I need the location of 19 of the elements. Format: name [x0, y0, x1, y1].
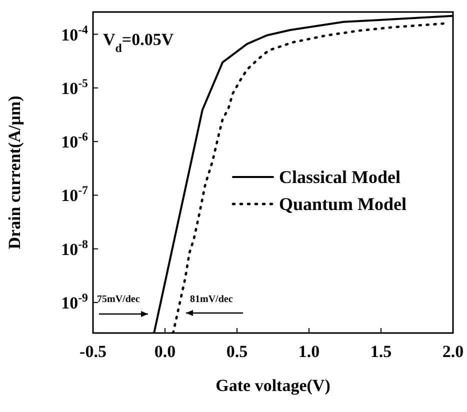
x-tick-label: 2.0	[442, 342, 464, 361]
x-tick-label: 1.5	[370, 342, 392, 361]
y-axis-title: Drain current(A/µm)	[5, 96, 24, 250]
y-tick-label: 10$^{-5}$	[61, 76, 88, 98]
annotation: 81mV/dec	[190, 294, 234, 305]
x-axis-title: Gate voltage(V)	[216, 376, 330, 395]
annotation: V$_{d}$=0.05V	[103, 30, 174, 55]
x-tick-label: 0.0	[154, 342, 176, 361]
annotation: 75mV/dec	[97, 294, 140, 305]
x-tick-label: -0.5	[80, 342, 106, 361]
y-tick-label: 10$^{-9}$	[61, 290, 88, 312]
x-tick-label: 0.5	[226, 342, 248, 361]
legend-label: Quantum Model	[279, 194, 407, 214]
legend-label: Classical Model	[279, 167, 400, 187]
x-tick-label: 1.0	[298, 342, 320, 361]
y-tick-label: 10$^{-7}$	[61, 183, 88, 206]
y-tick-label: 10$^{-6}$	[61, 130, 88, 152]
y-tick-label: 10$^{-8}$	[61, 236, 88, 259]
y-tick-label: 10$^{-4}$	[61, 22, 88, 44]
